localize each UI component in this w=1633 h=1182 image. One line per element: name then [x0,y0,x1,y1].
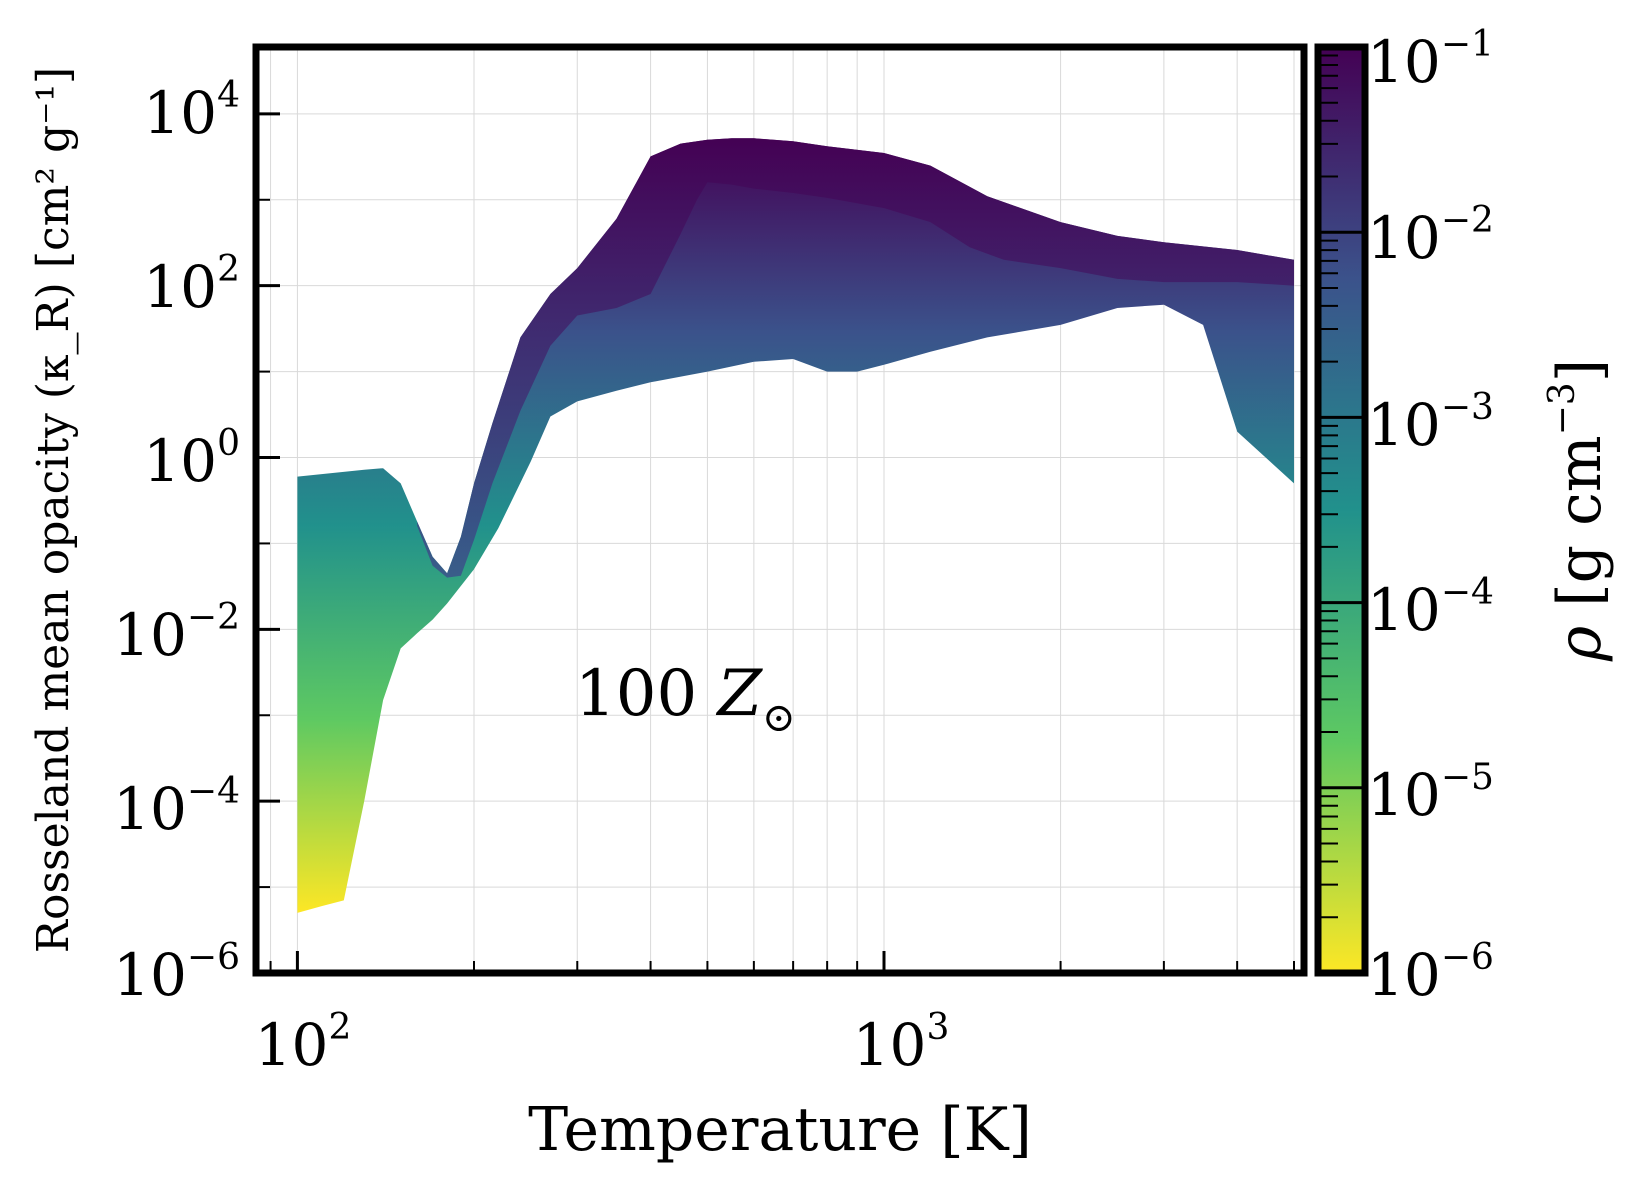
colorbar-title: ρ [g cm−3] [1542,359,1615,662]
colorbar-tick-label: 10−4 [1367,572,1494,644]
colorbar-tick-labels: 10−1 10−2 10−3 10−4 10−5 10−6 [1367,24,1494,1009]
x-tick-label: 103 [853,1007,950,1079]
y-axis-title: Rosseland mean opacity (κ_R) [cm² g⁻¹] [28,67,79,953]
colorbar-tick-label: 10−1 [1367,24,1494,96]
high-density-ridge [417,138,1295,578]
x-tick-label: 102 [255,1007,352,1079]
y-tick-labels: 104 102 100 10−2 10−4 10−6 [113,75,240,1009]
y-tick-label: 10−4 [113,771,240,843]
data-layer [297,138,1295,913]
y-tick-label: 102 [143,249,240,321]
colorbar-ticks [1318,45,1365,975]
y-tick-label: 10−2 [113,597,240,669]
x-axis-title: Temperature [K] [528,1095,1032,1165]
colorbar-tick-label: 10−5 [1367,757,1494,829]
y-tick-label: 104 [143,75,240,147]
y-tick-label: 100 [143,423,240,495]
metallicity-annotation: 100 Z⊙ [575,657,795,741]
x-tick-labels: 102 103 [255,1007,950,1079]
plot-frame [252,43,1308,977]
colorbar-tick-label: 10−6 [1367,937,1494,1009]
colorbar-tick-label: 10−2 [1367,200,1494,272]
colorbar [1314,43,1369,977]
y-tick-label: 10−6 [113,937,240,1009]
colorbar-tick-label: 10−3 [1367,387,1494,459]
